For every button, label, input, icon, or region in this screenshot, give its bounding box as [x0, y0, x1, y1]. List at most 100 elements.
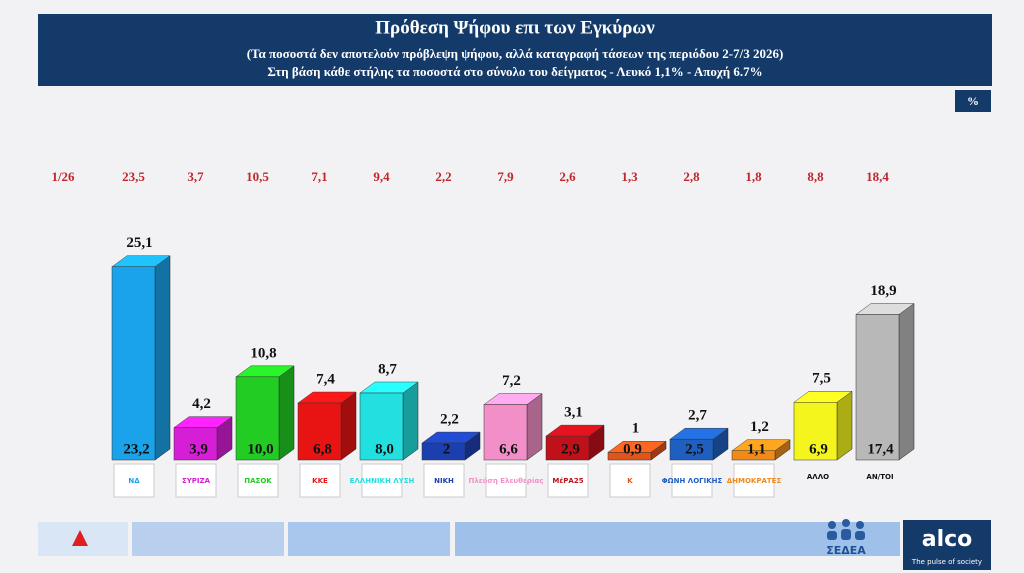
party-logo [609, 463, 651, 498]
bar [359, 392, 404, 461]
unit-badge-box [955, 90, 991, 112]
previous-value-label: 2,8 [683, 169, 700, 184]
base-value-label: 6,6 [499, 441, 518, 457]
base-value-label: 10,0 [247, 441, 273, 457]
note: Στη βάση κάθε στήλης τα ποσοστά στο σύνο… [267, 64, 762, 79]
value-label: 18,9 [870, 283, 896, 299]
header-band [38, 14, 992, 86]
bar-side [154, 255, 171, 461]
category-label: ΠΑΣΟΚ [244, 477, 272, 485]
bar [235, 376, 280, 461]
bar [545, 435, 590, 461]
base-value-label: 2,5 [685, 441, 704, 457]
value-label: 1 [632, 421, 640, 437]
bar [111, 266, 156, 461]
category-label: ΕΛΛΗΝΙΚΗ ΛΥΣΗ [350, 477, 415, 485]
bar [607, 452, 652, 461]
value-label: 7,5 [812, 371, 831, 387]
bar-side [340, 391, 357, 461]
base-value-label: 17,4 [867, 441, 894, 457]
bar [173, 427, 218, 461]
value-label: 7,4 [316, 371, 335, 387]
bars: 25,123,223,5ΝΔ4,23,93,7ΣΥΡΙΖΑ10,810,010,… [111, 169, 915, 498]
bar [793, 402, 838, 461]
bar-side [836, 390, 853, 461]
party-logo [175, 463, 217, 498]
previous-value-label: 23,5 [122, 169, 145, 184]
bar [483, 404, 528, 461]
party-logo [423, 463, 465, 498]
previous-value-label: 1,3 [621, 169, 638, 184]
category-label: Κ [627, 477, 633, 485]
previous-value-label: 1,8 [745, 169, 762, 184]
party-logo [361, 463, 403, 498]
previous-value-label: 8,8 [807, 169, 824, 184]
value-label: 3,1 [564, 405, 583, 421]
party-logo [547, 463, 589, 498]
bar-side [278, 365, 295, 461]
value-label: 1,2 [750, 419, 769, 435]
value-label: 8,7 [378, 361, 397, 377]
value-label: 10,8 [250, 345, 276, 361]
party-logo [113, 463, 155, 498]
chart-title: Πρόθεση Ψήφου επι των Εγκύρων [375, 17, 655, 38]
previous-value-label: 7,9 [497, 169, 514, 184]
category-label: ΑΝ/ΤΟΙ [866, 473, 893, 481]
category-label: ΝΙΚΗ [434, 477, 454, 485]
party-logo [299, 463, 341, 498]
party-logo [671, 463, 713, 498]
party-logo [237, 463, 279, 498]
base-value-label: 8,0 [375, 441, 394, 457]
bar [731, 450, 776, 461]
base-value-label: 2 [443, 441, 451, 457]
footer-cell [288, 522, 450, 556]
party-logo [733, 463, 775, 498]
previous-label: 1/26 [51, 169, 75, 184]
category-label: ΦΩΝΗ ΛΟΓΙΚΗΣ [662, 477, 723, 485]
base-value-label: 23,2 [123, 441, 149, 457]
previous-value-label: 18,4 [866, 169, 889, 184]
base-value-label: 2,9 [561, 441, 580, 457]
previous-value-label: 7,1 [311, 169, 327, 184]
category-label: ΣΥΡΙΖΑ [182, 477, 211, 485]
bar [669, 438, 714, 461]
company-box [903, 520, 991, 570]
value-label: 4,2 [192, 396, 211, 412]
previous-value-label: 3,7 [187, 169, 204, 184]
category-label: ΔΗΜΟΚΡΑΤΕΣ [727, 477, 782, 485]
value-label: 7,2 [502, 373, 521, 389]
base-value-label: 6,8 [313, 441, 332, 457]
bar [297, 402, 342, 461]
bar-side [402, 381, 419, 461]
channel-logo [72, 530, 88, 546]
company: alco [922, 527, 973, 552]
base-value-label: 0,9 [623, 441, 642, 457]
base-value-label: 3,9 [189, 441, 208, 457]
brand: ΣΕΔΕΑ [826, 544, 866, 557]
subtitle: (Τα ποσοστά δεν αποτελούν πρόβλεψη ψήφου… [247, 46, 784, 61]
category-label: ΑΛΛΟ [807, 473, 829, 481]
value-label: 2,2 [440, 411, 459, 427]
previous-value-label: 9,4 [373, 169, 390, 184]
unit-badge: % [967, 94, 979, 108]
tagline: The pulse of society [911, 558, 982, 566]
category-label: ΝΔ [128, 477, 140, 485]
party-logo [485, 463, 527, 498]
sedea-icon [827, 519, 865, 540]
bar [421, 442, 466, 461]
previous-value-label: 2,6 [559, 169, 576, 184]
value-label: 25,1 [126, 235, 152, 251]
bar-side [526, 393, 543, 461]
bar [855, 314, 900, 461]
bar-side [898, 302, 915, 461]
base-value-label: 6,9 [809, 441, 828, 457]
value-label: 2,7 [688, 408, 707, 424]
category-label: ΜέΡΑ25 [552, 477, 583, 485]
base-value-label: 1,1 [747, 441, 766, 457]
previous-value-label: 2,2 [435, 169, 451, 184]
previous-value-label: 10,5 [246, 169, 269, 184]
footer-cell [455, 522, 900, 556]
footer-cell [132, 522, 284, 556]
category-label: ΚΚΕ [312, 477, 328, 485]
